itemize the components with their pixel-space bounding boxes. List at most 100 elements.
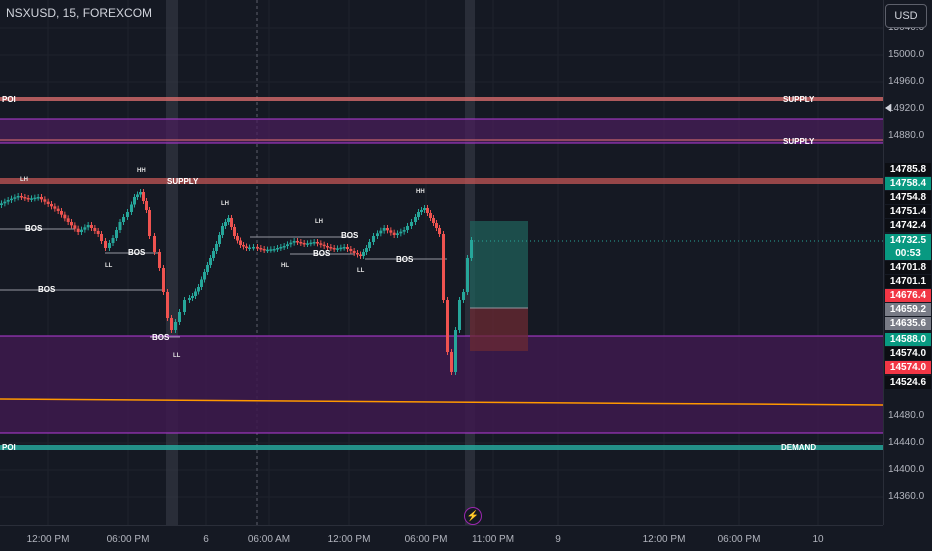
- candle: [221, 226, 224, 235]
- symbol-title[interactable]: NSXUSD, 15, FOREXCOM: [6, 6, 153, 20]
- candle: [90, 225, 93, 228]
- candle: [462, 292, 465, 300]
- candle: [174, 322, 177, 330]
- candle: [296, 241, 299, 243]
- candle: [349, 249, 353, 251]
- candle: [329, 247, 333, 249]
- price-axis[interactable]: 15040.0 15000.0 14960.0 14920.0 14880.0 …: [883, 0, 932, 525]
- candle: [266, 249, 269, 252]
- candle: [212, 251, 215, 258]
- lh-label: LH: [315, 219, 323, 225]
- candle: [429, 213, 432, 218]
- candle: [289, 242, 293, 245]
- candle: [262, 249, 266, 251]
- time-tick: 12:00 PM: [327, 534, 371, 545]
- candle: [306, 243, 309, 245]
- candle: [133, 197, 136, 205]
- price-tag: 14659.2: [885, 303, 931, 316]
- candle: [450, 352, 453, 372]
- candle: [188, 298, 191, 300]
- candle: [139, 192, 142, 195]
- ll-label: LL: [173, 353, 181, 359]
- bos-label: BOS: [152, 333, 170, 342]
- candle: [145, 201, 148, 210]
- candle: [399, 231, 403, 234]
- candle: [115, 230, 118, 238]
- candle: [194, 291, 197, 296]
- poi-demand-band: [0, 445, 883, 450]
- bos-lines: [0, 228, 447, 338]
- candle: [414, 217, 417, 222]
- price-tag: 14635.6: [885, 317, 931, 330]
- candle: [242, 245, 245, 247]
- lightning-icon[interactable]: ⚡: [464, 507, 482, 525]
- price-tick: 14960.0: [888, 76, 925, 87]
- candle: [63, 214, 67, 219]
- candle: [406, 226, 409, 230]
- countdown-tag: 00:53: [885, 247, 931, 260]
- profit-target-box: [470, 221, 528, 308]
- candle: [365, 248, 368, 252]
- price-tag: 14754.8: [885, 191, 931, 204]
- candle: [46, 201, 50, 204]
- candle: [379, 230, 383, 234]
- candle: [230, 218, 233, 227]
- price-tick: 14880.0: [888, 130, 925, 141]
- time-axis[interactable]: 12:00 PM 06:00 PM 6 06:00 AM 12:00 PM 06…: [0, 525, 883, 551]
- candle: [392, 232, 396, 235]
- price-tag: 14742.4: [885, 219, 931, 232]
- candle: [352, 251, 356, 253]
- price-tag: 14574.0: [885, 361, 931, 374]
- candle: [382, 228, 386, 231]
- demand-label: DEMAND: [781, 443, 817, 452]
- candle: [458, 300, 461, 330]
- scroll-arrow-icon[interactable]: [885, 104, 891, 112]
- supply-label: SUPPLY: [783, 95, 815, 104]
- price-tag: 14676.4: [885, 289, 931, 302]
- candle: [53, 206, 57, 209]
- chart-area[interactable]: NSXUSD, 15, FOREXCOM POI SUPPLY SUPPLY S…: [0, 0, 884, 525]
- price-tag: 14751.4: [885, 205, 931, 218]
- candle: [30, 198, 33, 200]
- candle: [200, 279, 203, 287]
- candle: [346, 247, 349, 249]
- candle: [454, 330, 457, 372]
- candle: [206, 265, 209, 272]
- candle: [279, 247, 283, 249]
- time-tick: 06:00 PM: [404, 534, 448, 545]
- price-tag: 14785.8: [885, 163, 931, 176]
- candle: [256, 247, 259, 249]
- time-tick: 9: [555, 534, 561, 545]
- candle: [236, 236, 239, 241]
- time-tick: 10: [812, 534, 824, 545]
- candle: [100, 234, 103, 241]
- hl-label: HL: [281, 263, 289, 269]
- bos-label: BOS: [128, 248, 146, 257]
- candle: [319, 243, 323, 245]
- price-tick: 15000.0: [888, 49, 925, 60]
- ll-label: LL: [105, 263, 113, 269]
- candle: [426, 208, 429, 213]
- candle: [312, 242, 316, 244]
- candle: [302, 243, 306, 245]
- candle: [442, 234, 445, 300]
- candle: [259, 248, 263, 250]
- candle: [40, 197, 43, 200]
- ll-label: LL: [357, 268, 365, 274]
- candle: [126, 212, 129, 217]
- price-tag: 14524.6: [885, 376, 931, 389]
- candle: [286, 244, 289, 246]
- bos-label: BOS: [313, 249, 331, 258]
- trendline: [0, 398, 884, 406]
- candle: [50, 204, 53, 207]
- candle: [70, 222, 73, 226]
- supply-zone: [0, 119, 883, 143]
- currency-button[interactable]: USD: [885, 4, 927, 28]
- candle: [372, 236, 375, 242]
- candle: [356, 253, 359, 255]
- chart-canvas[interactable]: [0, 0, 884, 525]
- candle: [183, 300, 186, 312]
- price-tag: 14701.8: [885, 261, 931, 274]
- candle: [209, 258, 212, 265]
- candle: [402, 230, 406, 232]
